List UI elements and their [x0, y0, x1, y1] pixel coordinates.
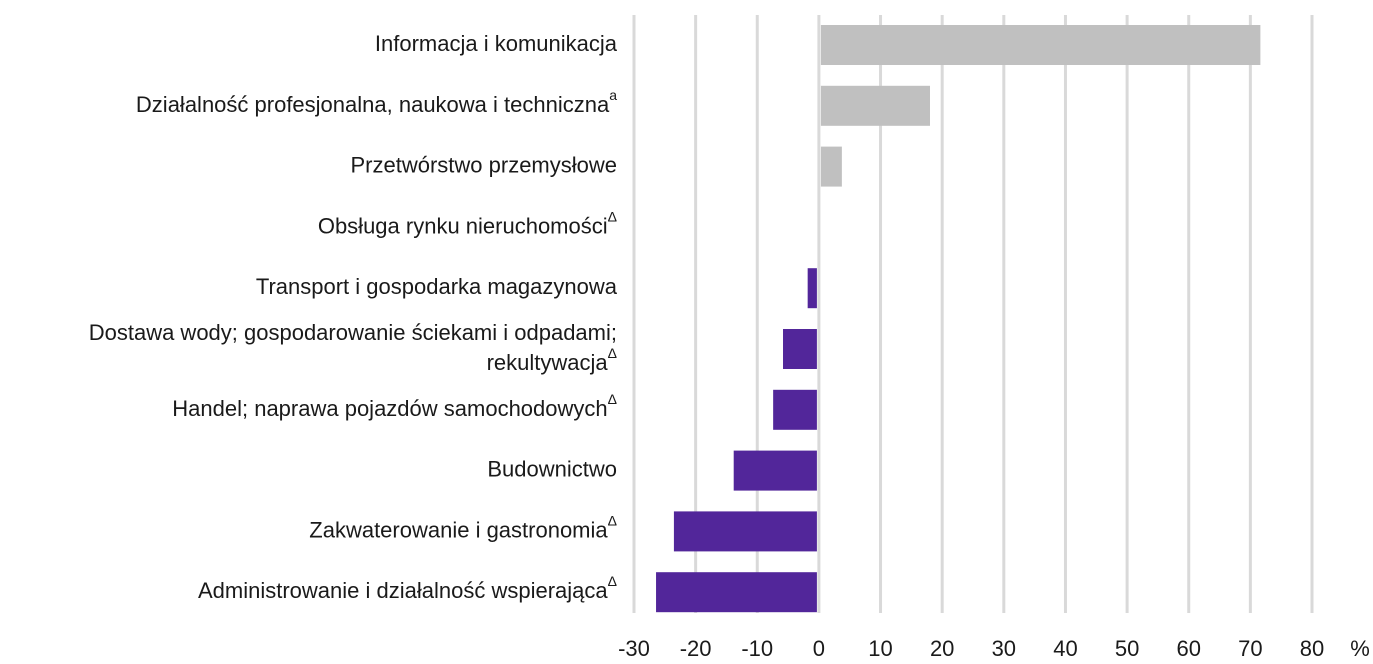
category-label-text: Administrowanie i działalność wspierając…	[198, 578, 608, 603]
category-label: Przetwórstwo przemysłowe	[350, 152, 617, 177]
category-label-text: Obsługa rynku nieruchomości	[318, 213, 608, 238]
category-note: Δ	[608, 208, 617, 224]
category-note: Δ	[608, 573, 617, 589]
x-tick-label: 0	[813, 636, 825, 661]
bar	[783, 329, 817, 369]
category-label-text: Handel; naprawa pojazdów samochodowych	[172, 396, 607, 421]
category-label-text: Budownictwo	[487, 456, 617, 481]
bar	[820, 25, 1261, 65]
category-label-text: Działalność profesjonalna, naukowa i tec…	[136, 92, 610, 117]
x-tick-label: 80	[1300, 636, 1324, 661]
category-label: Informacja i komunikacja	[375, 31, 618, 56]
category-label: rekultywacjaΔ	[487, 345, 617, 375]
category-label-text: Transport i gospodarka magazynowa	[256, 274, 618, 299]
category-label: Działalność profesjonalna, naukowa i tec…	[136, 87, 617, 117]
bar	[807, 268, 817, 309]
category-label: Zakwaterowanie i gastronomiaΔ	[309, 512, 617, 542]
x-tick-label: -20	[680, 636, 712, 661]
category-label: Handel; naprawa pojazdów samochodowychΔ	[172, 391, 617, 421]
category-label-text: Przetwórstwo przemysłowe	[350, 152, 617, 177]
x-tick-label: 20	[930, 636, 954, 661]
bar	[820, 85, 931, 126]
category-label: Budownictwo	[487, 456, 617, 481]
category-label: Transport i gospodarka magazynowa	[256, 274, 618, 299]
category-label-text: Dostawa wody; gospodarowanie ściekami i …	[89, 320, 617, 345]
category-note: Δ	[608, 512, 617, 528]
x-tick-label: 60	[1176, 636, 1200, 661]
x-tick-label: 30	[992, 636, 1016, 661]
category-label-text: rekultywacja	[487, 350, 609, 375]
x-tick-label: -30	[618, 636, 650, 661]
x-tick-label: -10	[741, 636, 773, 661]
x-tick-label: 50	[1115, 636, 1139, 661]
bar	[656, 572, 817, 613]
x-tick-label: 70	[1238, 636, 1262, 661]
category-label: Administrowanie i działalność wspierając…	[198, 573, 617, 603]
category-note: Δ	[608, 391, 617, 407]
x-tick-label: 10	[868, 636, 892, 661]
bar	[733, 450, 817, 491]
category-note: a	[609, 87, 617, 103]
category-note: Δ	[608, 345, 617, 361]
bar	[773, 389, 817, 430]
x-unit: %	[1350, 636, 1370, 661]
category-label: Obsługa rynku nieruchomościΔ	[318, 208, 617, 238]
bar	[673, 511, 817, 552]
x-tick-label: 40	[1053, 636, 1077, 661]
category-label: Dostawa wody; gospodarowanie ściekami i …	[89, 320, 617, 345]
bar	[820, 146, 842, 187]
category-label-text: Zakwaterowanie i gastronomia	[309, 517, 608, 542]
category-label-text: Informacja i komunikacja	[375, 31, 618, 56]
